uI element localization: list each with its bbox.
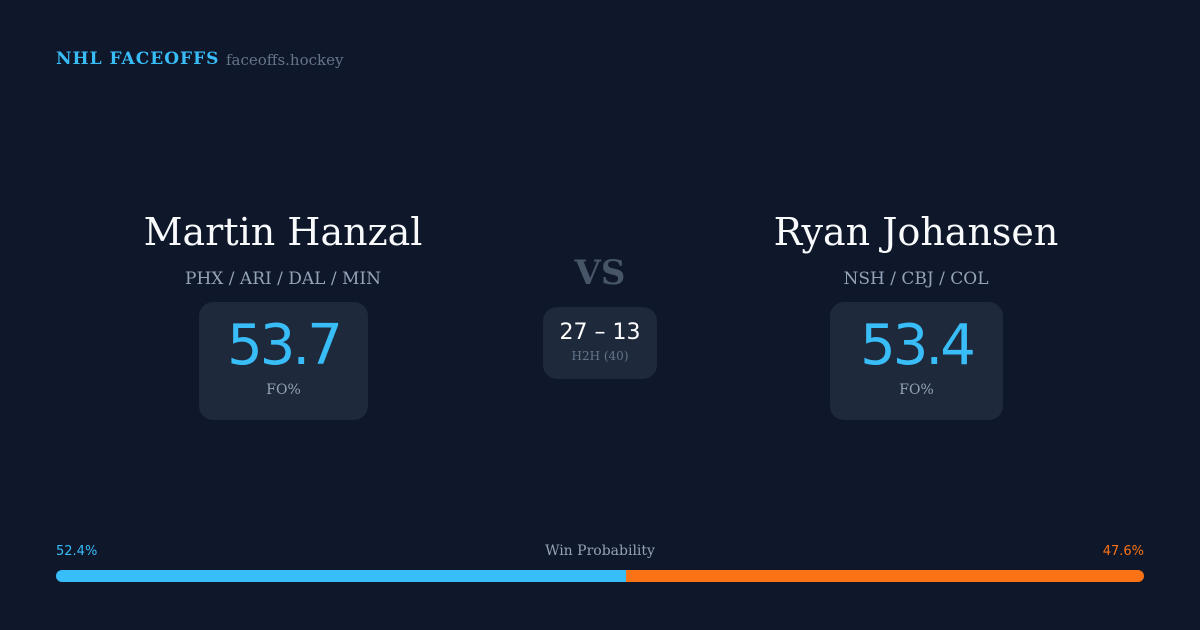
- win-prob-bar-left: [56, 570, 627, 582]
- player-teams: NSH / CBJ / COL: [843, 269, 989, 289]
- site-url[interactable]: faceoffs.hockey: [226, 51, 344, 69]
- h2h-box: 27 – 13 H2H (40): [543, 307, 657, 379]
- win-prob-bar-right: [626, 570, 1144, 582]
- fo-pct-label: FO%: [899, 382, 934, 398]
- player-name: Martin Hanzal: [143, 210, 423, 254]
- win-prob-bar: [56, 570, 1144, 582]
- fo-box-right: 53.4 FO%: [830, 302, 1003, 420]
- player-teams: PHX / ARI / DAL / MIN: [185, 269, 381, 289]
- vs-label: VS: [574, 253, 626, 293]
- fo-box-left: 53.7 FO%: [199, 302, 368, 420]
- win-prob-left: 52.4%: [56, 544, 98, 559]
- win-prob-right: 47.6%: [1102, 544, 1144, 559]
- win-prob-label: Win Probability: [545, 543, 655, 559]
- h2h-label: H2H (40): [571, 349, 629, 363]
- player-left: Martin Hanzal PHX / ARI / DAL / MIN: [33, 213, 533, 289]
- player-name: Ryan Johansen: [773, 210, 1059, 254]
- fo-pct-value: 53.4: [860, 313, 976, 378]
- brand-title: NHL FACEOFFS: [56, 49, 220, 69]
- fo-pct-label: FO%: [266, 382, 301, 398]
- h2h-score: 27 – 13: [559, 320, 641, 345]
- fo-pct-value: 53.7: [227, 313, 343, 378]
- player-right: Ryan Johansen NSH / CBJ / COL: [666, 213, 1166, 289]
